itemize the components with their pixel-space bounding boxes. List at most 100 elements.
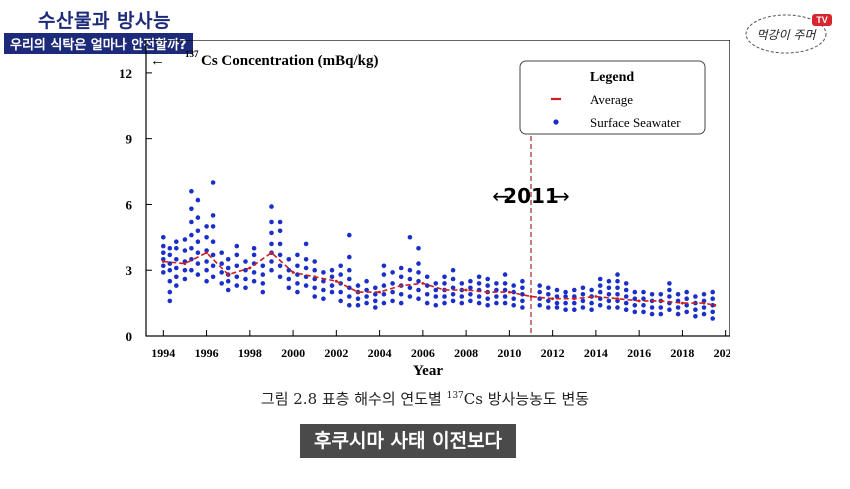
seawater-point — [667, 307, 672, 313]
seawater-point — [260, 289, 266, 295]
seawater-point — [641, 296, 646, 302]
seawater-point — [204, 235, 209, 240]
seawater-point — [251, 252, 257, 258]
seawater-point — [485, 283, 491, 288]
seawater-point — [623, 300, 629, 306]
seawater-point — [615, 298, 620, 304]
seawater-point — [615, 272, 620, 277]
seawater-point — [189, 219, 194, 225]
seawater-point — [684, 303, 689, 308]
seawater-point — [243, 285, 248, 291]
seawater-point — [174, 274, 179, 280]
seawater-point — [312, 259, 317, 264]
plot-frame — [145, 40, 730, 337]
seawater-point — [364, 287, 369, 293]
x-tick-label: 2016 — [627, 346, 651, 360]
seawater-point — [189, 246, 194, 251]
x-tick-label: 2020 — [714, 346, 730, 360]
seawater-point — [494, 281, 499, 286]
y-ticks: 0 3 6 9 12 — [119, 66, 152, 344]
x-tick-label: 2006 — [411, 346, 435, 360]
x-tick-label: 2018 — [670, 346, 694, 360]
seawater-point — [502, 300, 508, 306]
seawater-point — [269, 267, 274, 273]
seawater-point — [167, 252, 173, 258]
subtitle-box: 후쿠시마 사태 이전보다 — [300, 424, 517, 458]
seawater-point — [234, 263, 240, 269]
x-tick-label: 2008 — [454, 346, 478, 360]
seawater-point — [338, 263, 343, 269]
seawater-point — [189, 267, 194, 273]
seawater-point — [667, 294, 672, 299]
seawater-point — [321, 296, 326, 302]
seawater-point — [390, 289, 395, 295]
seawater-point — [234, 252, 240, 258]
seawater-point — [338, 298, 343, 304]
seawater-point — [329, 274, 335, 280]
seawater-point — [684, 296, 689, 302]
seawater-point — [667, 281, 672, 286]
seawater-point — [225, 287, 231, 293]
seawater-point — [589, 287, 594, 293]
seawater-point — [476, 281, 482, 286]
seawater-point — [243, 259, 248, 264]
seawater-point — [167, 298, 173, 304]
seawater-point — [554, 300, 560, 306]
seawater-point — [204, 259, 209, 264]
seawater-point — [710, 309, 715, 315]
seawater-point — [189, 232, 194, 238]
legend-seawater-swatch — [553, 119, 559, 125]
seawater-point — [269, 219, 274, 225]
seawater-point — [219, 270, 224, 275]
legend: Legend Average Surface Seawater — [519, 60, 706, 135]
year-2011-left-arrow: ← — [492, 184, 509, 208]
average-point — [616, 297, 619, 301]
seawater-point — [658, 305, 664, 310]
seawater-point — [468, 298, 473, 304]
seawater-point — [424, 274, 430, 280]
seawater-point — [597, 303, 603, 308]
seawater-point — [641, 289, 646, 295]
seawater-point — [563, 300, 568, 306]
seawater-point — [537, 289, 542, 295]
seawater-point — [520, 292, 525, 297]
seawater-point — [667, 287, 672, 293]
seawater-point — [433, 303, 439, 308]
seawater-point — [572, 300, 577, 306]
seawater-point — [277, 219, 283, 225]
seawater-point — [407, 267, 413, 273]
seawater-point — [189, 189, 194, 194]
average-line — [161, 251, 717, 307]
logo-script: 먹강이 주머 — [756, 28, 817, 42]
seawater-point — [277, 274, 283, 280]
seawater-point — [251, 278, 257, 284]
average-point — [713, 303, 717, 307]
seawater-point — [502, 272, 508, 277]
seawater-point — [580, 292, 586, 297]
seawater-point — [554, 294, 560, 299]
seawater-point — [615, 292, 620, 297]
seawater-point — [303, 241, 309, 247]
average-point — [399, 284, 403, 287]
seawater-point — [204, 278, 209, 284]
seawater-point — [174, 283, 179, 288]
seawater-point — [589, 300, 594, 306]
seawater-point — [312, 294, 317, 299]
seawater-point — [537, 303, 542, 308]
seawater-point — [195, 250, 201, 255]
seawater-point — [161, 270, 166, 275]
x-axis-title: Year — [413, 363, 443, 379]
seawater-point — [623, 281, 629, 286]
seawater-point — [269, 204, 274, 209]
year-2011-marker: ←2011→ — [492, 136, 570, 336]
x-tick-label: 2002 — [324, 346, 348, 360]
seawater-point — [390, 298, 395, 304]
seawater-point — [450, 267, 456, 273]
seawater-point — [225, 257, 231, 262]
seawater-point — [195, 261, 201, 266]
seawater-point — [450, 285, 456, 291]
seawater-point — [167, 289, 173, 295]
figure-caption: 그림 2.8 표층 해수의 연도별 137Cs 방사능농도 변동 — [0, 388, 850, 409]
seawater-point — [295, 289, 300, 295]
seawater-point — [347, 267, 352, 273]
